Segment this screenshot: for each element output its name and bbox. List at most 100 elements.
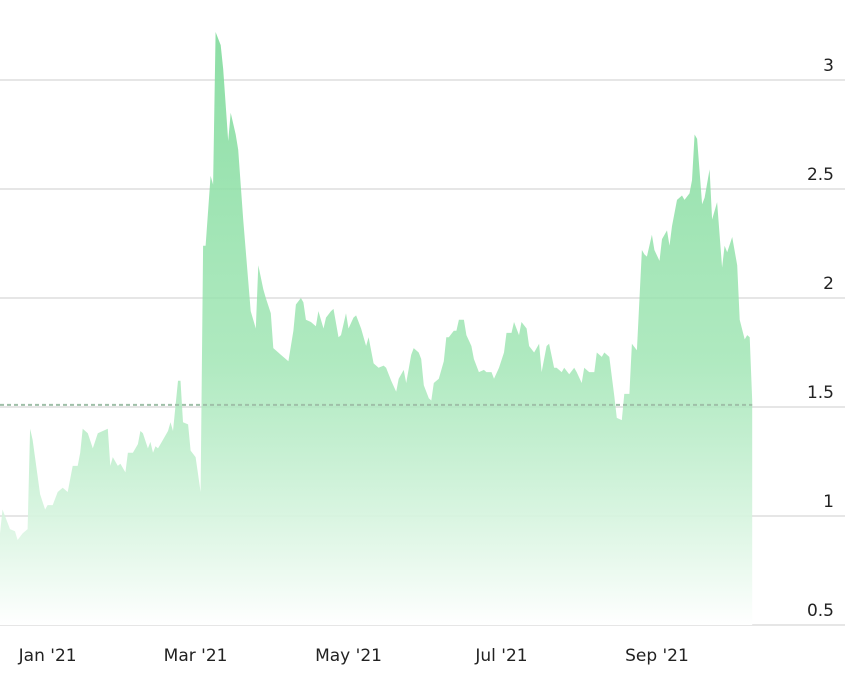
x-tick-label: May '21 <box>315 646 382 666</box>
data-point <box>86 432 89 435</box>
data-point <box>337 336 340 339</box>
data-point <box>555 366 558 369</box>
data-point <box>653 249 656 252</box>
data-point <box>490 371 493 374</box>
data-point <box>209 174 212 177</box>
data-point <box>16 539 19 542</box>
x-axis: Jan '21 Mar '21 May '21 Jul '21 Sep '21 <box>18 646 689 666</box>
data-point <box>485 371 488 374</box>
data-point <box>525 327 528 330</box>
data-point <box>455 329 458 332</box>
data-point <box>447 336 450 339</box>
y-tick-label: 3 <box>823 56 834 76</box>
data-point <box>340 334 343 337</box>
data-point <box>9 528 12 531</box>
data-point <box>716 201 719 204</box>
data-point <box>410 353 413 356</box>
data-point <box>116 464 119 467</box>
data-point <box>272 347 275 350</box>
data-point <box>668 244 671 247</box>
data-point <box>79 451 82 454</box>
data-point <box>568 373 571 376</box>
data-point <box>242 218 245 221</box>
data-point <box>382 364 385 367</box>
data-point <box>482 368 485 371</box>
data-point <box>430 399 433 402</box>
data-point <box>513 321 516 324</box>
data-point <box>588 371 591 374</box>
data-point <box>257 264 260 267</box>
data-point <box>169 421 172 424</box>
data-point <box>322 327 325 330</box>
data-point <box>367 336 370 339</box>
data-point <box>696 137 699 140</box>
data-point <box>498 366 501 369</box>
data-point <box>314 325 317 328</box>
data-point <box>76 464 79 467</box>
data-point <box>723 244 726 247</box>
data-point <box>101 430 104 433</box>
data-point <box>743 338 746 341</box>
data-point <box>162 438 165 441</box>
data-point <box>390 379 393 382</box>
area-series <box>0 32 753 625</box>
data-point <box>279 353 282 356</box>
data-point <box>124 471 127 474</box>
data-point <box>21 532 24 535</box>
y-tick-label: 0.5 <box>807 601 834 621</box>
data-point <box>505 331 508 334</box>
data-point <box>472 358 475 361</box>
data-point <box>377 366 380 369</box>
data-point <box>405 382 408 385</box>
data-point <box>402 368 405 371</box>
data-point <box>26 528 29 531</box>
data-point <box>126 451 129 454</box>
data-point <box>437 377 440 380</box>
data-point <box>325 316 328 319</box>
data-point <box>465 334 468 337</box>
data-point <box>615 416 618 419</box>
data-point <box>109 464 112 467</box>
data-point <box>182 421 185 424</box>
y-tick-label: 2.5 <box>807 165 834 185</box>
data-point <box>600 355 603 358</box>
data-point <box>146 447 149 450</box>
data-point <box>96 432 99 435</box>
data-point <box>721 266 724 269</box>
data-point <box>111 456 114 459</box>
data-point <box>477 371 480 374</box>
data-point <box>412 347 415 350</box>
data-point <box>61 486 64 489</box>
x-tick-label: Jan '21 <box>18 646 77 666</box>
data-point <box>658 259 661 262</box>
data-point <box>650 233 653 236</box>
data-point <box>304 318 307 321</box>
data-point <box>751 399 754 402</box>
data-point <box>14 530 17 533</box>
data-point <box>139 430 142 433</box>
data-point <box>365 345 368 348</box>
data-point <box>167 430 170 433</box>
data-point <box>688 192 691 195</box>
data-point <box>613 395 616 398</box>
data-point <box>470 345 473 348</box>
data-point <box>131 451 134 454</box>
x-tick-label: Jul '21 <box>474 646 527 666</box>
data-point <box>172 430 175 433</box>
data-point <box>583 366 586 369</box>
data-point <box>628 392 631 395</box>
data-point <box>635 349 638 352</box>
data-point <box>738 318 741 321</box>
x-tick-label: Sep '21 <box>625 646 689 666</box>
data-point <box>81 427 84 430</box>
data-point <box>234 133 237 136</box>
data-point <box>540 371 543 374</box>
y-axis: 0.5 1 1.5 2 2.5 3 <box>807 56 834 621</box>
data-point <box>420 358 423 361</box>
data-point <box>510 331 513 334</box>
data-point <box>736 264 739 267</box>
data-point <box>560 371 563 374</box>
data-point <box>1 508 4 511</box>
data-point <box>545 345 548 348</box>
